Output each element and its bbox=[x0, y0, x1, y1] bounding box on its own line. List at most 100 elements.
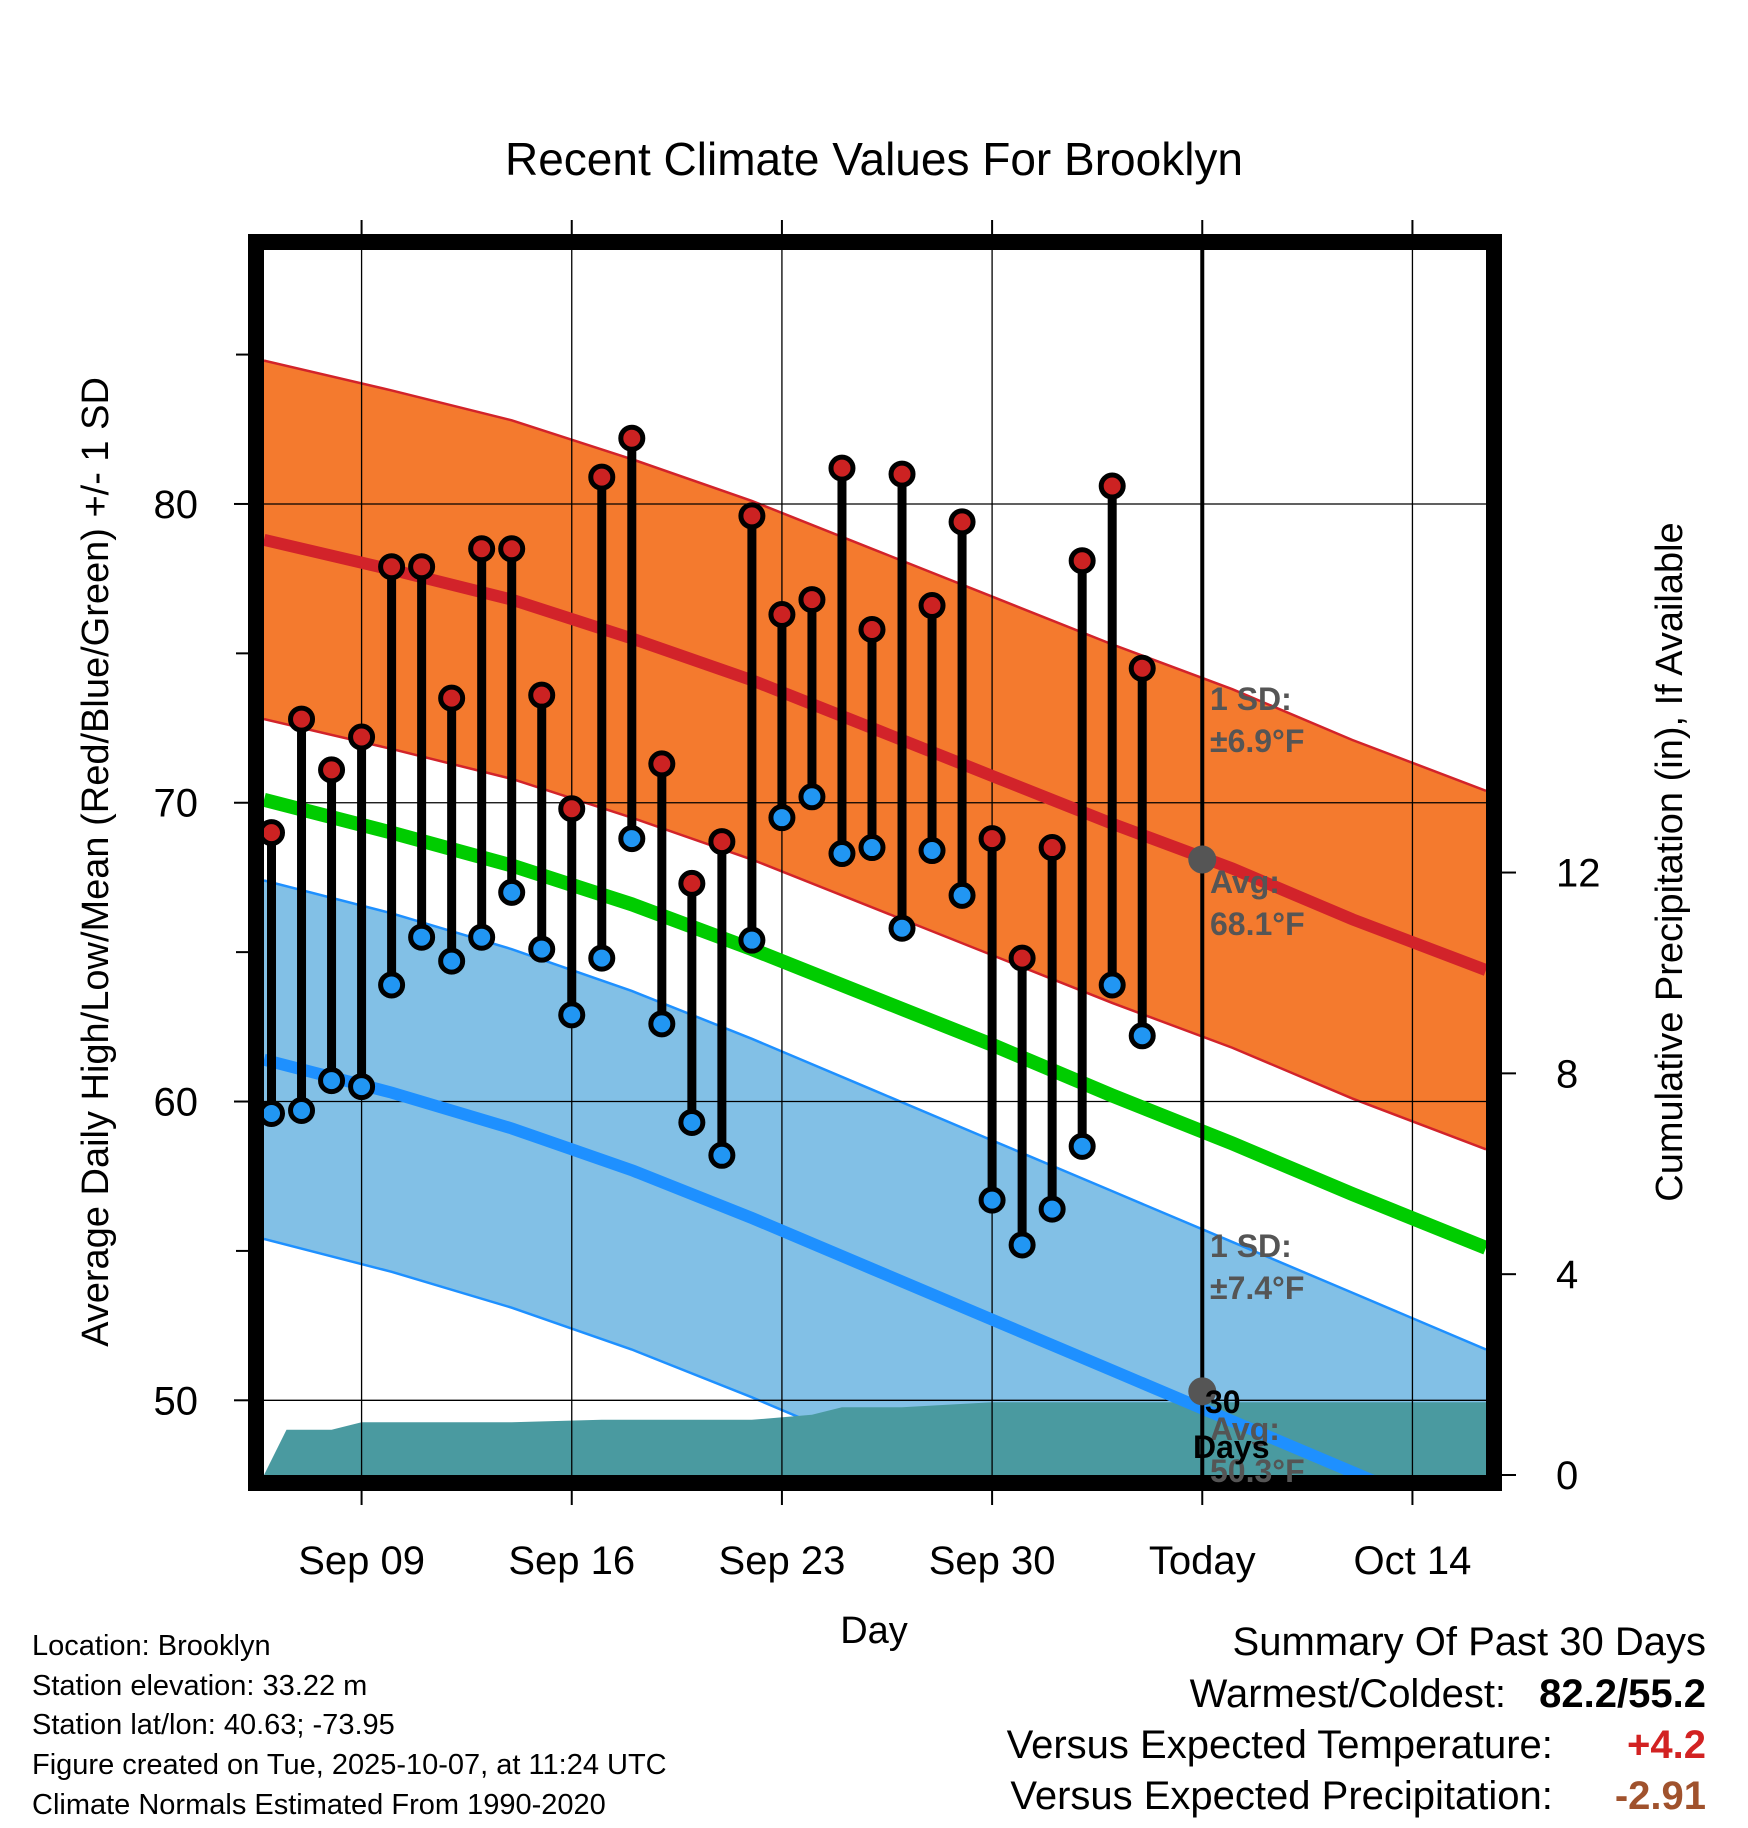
daily-low-point bbox=[1128, 1022, 1156, 1050]
daily-high-point bbox=[1068, 547, 1096, 575]
daily-low-point bbox=[318, 1067, 346, 1095]
daily-low-point bbox=[408, 923, 436, 951]
daily-low-point bbox=[618, 825, 646, 853]
high-band-upper-edge bbox=[264, 359, 1486, 792]
y-tick-label: 60 bbox=[154, 1081, 199, 1125]
high-sd-value: ±6.9°F bbox=[1210, 723, 1304, 759]
plot-border bbox=[248, 234, 1502, 1491]
daily-high-point bbox=[1008, 944, 1036, 972]
daily-low-point bbox=[1161, 0, 1183, 11]
daily-high-point bbox=[468, 535, 496, 563]
daily-high-point bbox=[888, 460, 916, 488]
annotations: 1 SD: ±6.9°F Avg: 68.1°F 1 SD: ±7.4°F Av… bbox=[1193, 681, 1305, 1489]
daily-high-point bbox=[348, 723, 376, 751]
summary-precip: Versus Expected Precipitation: -2.91 bbox=[1010, 1774, 1706, 1819]
precip-area bbox=[264, 1402, 1486, 1475]
today-low-avg-marker bbox=[1188, 1377, 1217, 1406]
daily-high-point bbox=[768, 601, 796, 629]
daily-high-point bbox=[948, 508, 976, 536]
summary-warm-cold-label: Warmest/Coldest: bbox=[1189, 1672, 1507, 1716]
axes: Sep 09 Sep 16 Sep 23 Sep 30 Today Oct 14 50 60 7… bbox=[154, 220, 1601, 1583]
daily-high-point bbox=[1128, 654, 1156, 682]
high-sd-label: 1 SD: bbox=[1210, 681, 1292, 717]
low-avg-value: 50.3°F bbox=[1210, 1453, 1305, 1489]
daily-low-point bbox=[858, 834, 886, 862]
daily-high-point bbox=[918, 592, 946, 620]
summary-precip-value: -2.91 bbox=[1614, 1774, 1706, 1818]
x-tick-label: Sep 09 bbox=[298, 1539, 425, 1583]
summary-precip-label: Versus Expected Precipitation: bbox=[1010, 1774, 1553, 1818]
precip-tick-label: 12 bbox=[1556, 852, 1601, 896]
daily-high-point bbox=[498, 535, 526, 563]
daily-high-point bbox=[978, 825, 1006, 853]
summary-temp: Versus Expected Temperature: +4.2 bbox=[1007, 1723, 1706, 1768]
chart-title: Recent Climate Values For Brooklyn bbox=[505, 133, 1243, 185]
daily-high-point bbox=[378, 553, 406, 581]
daily-low-point bbox=[708, 1141, 736, 1169]
summary-temp-label: Versus Expected Temperature: bbox=[1006, 1723, 1553, 1767]
precip-tick-label: 8 bbox=[1556, 1052, 1578, 1096]
daily-low-point bbox=[828, 840, 856, 868]
daily-low-point bbox=[1038, 1195, 1066, 1223]
daily-high-point bbox=[618, 424, 646, 452]
daily-high-point bbox=[858, 615, 886, 643]
meta-location: Location: Brooklyn bbox=[32, 1630, 271, 1662]
daily-low-point bbox=[288, 1096, 316, 1124]
low-sd-label: 1 SD: bbox=[1210, 1228, 1292, 1264]
summary-heading: Summary Of Past 30 Days bbox=[1232, 1620, 1706, 1664]
daily-high-point bbox=[648, 750, 676, 778]
daily-low-point bbox=[648, 1010, 676, 1038]
daily-low-point bbox=[738, 926, 766, 954]
daily-low-point bbox=[378, 971, 406, 999]
today-high-avg-marker bbox=[1188, 845, 1217, 874]
meta-latlon: Station lat/lon: 40.63; -73.95 bbox=[32, 1709, 395, 1741]
daily-high-point bbox=[558, 795, 586, 823]
daily-low-point bbox=[438, 947, 466, 975]
high-band-lower-edge bbox=[264, 717, 1486, 1151]
daily-low-point bbox=[1008, 1231, 1036, 1259]
high-avg-label: Avg: bbox=[1210, 864, 1280, 900]
x-tick-label: Sep 16 bbox=[508, 1539, 635, 1583]
low-sd-value: ±7.4°F bbox=[1210, 1270, 1304, 1306]
summary-warm-cold-value: 82.2/55.2 bbox=[1539, 1672, 1706, 1716]
y-tick-label: 80 bbox=[154, 483, 199, 527]
daily-low-point bbox=[678, 1108, 706, 1136]
daily-low-point bbox=[798, 783, 826, 811]
daily-low-point bbox=[498, 878, 526, 906]
daily-low-point bbox=[768, 804, 796, 832]
daily-high-point bbox=[1038, 834, 1066, 862]
daily-low-point bbox=[588, 944, 616, 972]
y-tick-label: 70 bbox=[154, 782, 199, 826]
meta-normals: Climate Normals Estimated From 1990-2020 bbox=[32, 1789, 606, 1821]
low-avg-label: Avg: bbox=[1210, 1411, 1280, 1447]
high-avg-value: 68.1°F bbox=[1210, 906, 1305, 942]
low-sd-band bbox=[264, 880, 1486, 1475]
summary-warm-cold: Warmest/Coldest: 82.2/55.2 bbox=[1190, 1672, 1706, 1717]
window-number: 30 bbox=[1205, 1384, 1241, 1420]
daily-high-point bbox=[588, 463, 616, 491]
precip-tick-label: 4 bbox=[1556, 1253, 1578, 1297]
daily-high-point bbox=[738, 502, 766, 530]
x-tick-label: Sep 30 bbox=[929, 1539, 1056, 1583]
right-axis-label: Cumulative Precipitation (in), If Availa… bbox=[1649, 522, 1691, 1201]
daily-low-point bbox=[1098, 971, 1126, 999]
meta-elevation: Station elevation: 33.22 m bbox=[32, 1670, 368, 1702]
x-tick-label: Sep 23 bbox=[719, 1539, 846, 1583]
precip-tick-label: 0 bbox=[1556, 1454, 1578, 1498]
summary-temp-value: +4.2 bbox=[1627, 1723, 1706, 1767]
meta-created: Figure created on Tue, 2025-10-07, at 11… bbox=[32, 1749, 667, 1781]
y-tick-label: 50 bbox=[154, 1379, 199, 1423]
plot-area bbox=[264, 0, 1486, 1475]
daily-high-point bbox=[828, 454, 856, 482]
daily-low-point bbox=[528, 935, 556, 963]
left-axis-label: Average Daily High/Low/Mean (Red/Blue/Gr… bbox=[75, 377, 117, 1347]
daily-high-point bbox=[1098, 472, 1126, 500]
daily-high-point bbox=[1161, 0, 1183, 11]
daily-low-point bbox=[468, 923, 496, 951]
daily-high-point bbox=[438, 684, 466, 712]
x-tick-label: Today bbox=[1149, 1539, 1256, 1583]
x-tick-label: Oct 14 bbox=[1354, 1539, 1472, 1583]
daily-high-point bbox=[528, 681, 556, 709]
daily-low-point bbox=[888, 914, 916, 942]
